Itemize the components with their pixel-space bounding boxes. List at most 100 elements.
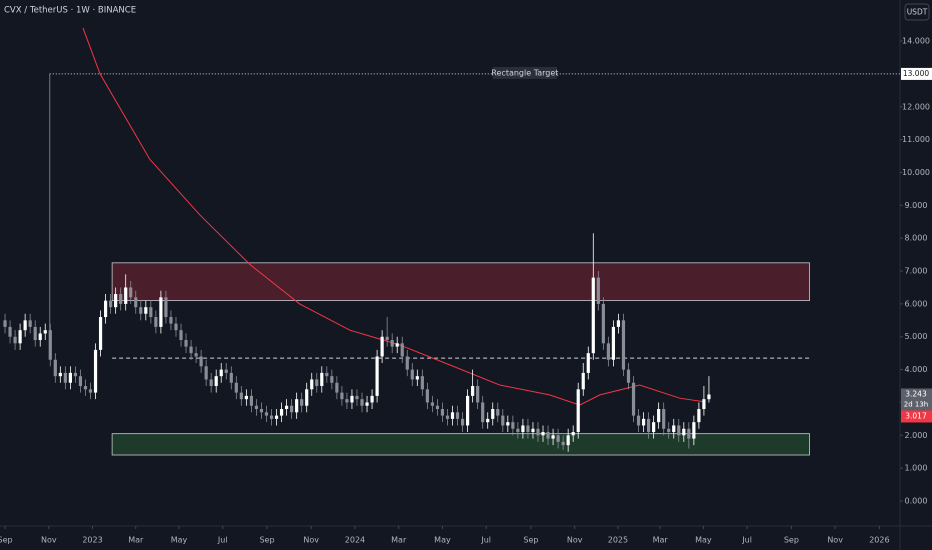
candle-body [295,399,299,413]
candle-body [340,392,344,400]
candle-body [652,422,656,433]
candle-body [320,372,324,387]
x-tick-label: 2025 [608,536,628,545]
currency-button[interactable] [904,3,930,21]
candle-body [159,297,163,327]
candle-body [365,402,369,406]
x-tick-label: Nov [41,536,57,545]
candle-body [481,402,485,423]
x-tick-label: Sep [784,536,799,545]
y-tick-label: 1.000 [905,464,928,473]
y-tick-label: 9.000 [905,201,928,210]
candle-body [450,412,455,419]
candle-body [88,389,93,393]
candle-body [189,346,193,354]
candle-body [73,372,78,377]
candle-body [234,382,238,393]
candle-body [43,330,47,334]
candle-body [53,359,57,377]
candle-body [465,395,470,426]
x-tick-label: Mar [128,536,144,545]
candle-body [601,303,605,344]
candle-body [284,405,289,410]
candle-body [114,294,118,308]
candle-body [199,356,203,367]
chart-title: CVX / TetherUS · 1W · BINANCE [4,6,136,16]
candle-body [224,369,228,373]
candle-body [631,382,636,416]
candle-body [169,317,173,324]
candle-body [460,418,465,426]
candle-body [174,323,178,331]
candle-body [586,353,590,373]
x-tick-label: 2023 [82,536,102,545]
x-tick-label: Mar [391,536,407,545]
candle-body [687,428,691,439]
y-tick-label: 6.000 [905,299,928,308]
candle-body [350,395,354,403]
target-label: Rectangle Target [491,68,558,77]
candle-body [611,326,616,360]
candle-body [254,405,259,410]
candle-body [360,399,364,406]
candle-body [249,395,253,406]
candle-body [119,294,123,304]
x-tick-label: Jul [741,536,752,545]
currency-label[interactable]: USDT [907,8,928,17]
candle-body [259,409,264,413]
candle-body [33,326,37,341]
zone [111,433,810,456]
candle-body [541,432,545,436]
candle-body [164,297,168,318]
candle-body [662,409,666,429]
candle-body [229,372,233,383]
candle-body [626,369,631,383]
candle-body [184,340,188,347]
candle-body [109,300,113,308]
candle-body [239,392,243,400]
candle-body [420,376,424,390]
candle-body [511,422,515,429]
candle-body [78,376,83,387]
candle-body [124,287,128,304]
candle-body [8,326,12,337]
y-tick-label: 8.000 [905,234,928,243]
candle-body [707,394,711,400]
y-tick-label: 4.000 [905,365,928,374]
x-tick-label: Jul [217,536,228,545]
candle-body [425,389,429,403]
candle-body [702,399,706,410]
candle-body [536,428,540,436]
candle-body [345,399,349,403]
candle-body [103,300,108,318]
x-tick-label: Jul [480,536,491,545]
candle-body [400,343,404,357]
candle-body [561,441,565,446]
target-price: 13.000 [903,69,929,78]
candle-body [455,412,460,419]
candle-body [667,428,671,433]
x-tick-label: May [171,536,188,545]
candle-body [556,435,560,442]
candle-body [435,405,440,410]
candle-body [279,409,284,416]
candle-body [410,369,414,380]
candle-body [571,432,575,436]
moving-average [82,27,705,406]
candle-body [83,386,88,390]
candle-body [63,372,67,383]
x-tick-label: 2024 [345,536,365,545]
candle-body [58,372,62,377]
candle-body [48,330,52,360]
candle-body [591,277,595,354]
candle-body [415,376,419,380]
x-tick-label: Nov [303,536,319,545]
candle-body [647,418,651,433]
candle-body [274,415,279,419]
x-tick-label: Sep [259,536,274,545]
candle-body [405,356,409,370]
candle-body [290,405,294,413]
candle-body [93,349,98,393]
x-tick-label: May [434,536,451,545]
